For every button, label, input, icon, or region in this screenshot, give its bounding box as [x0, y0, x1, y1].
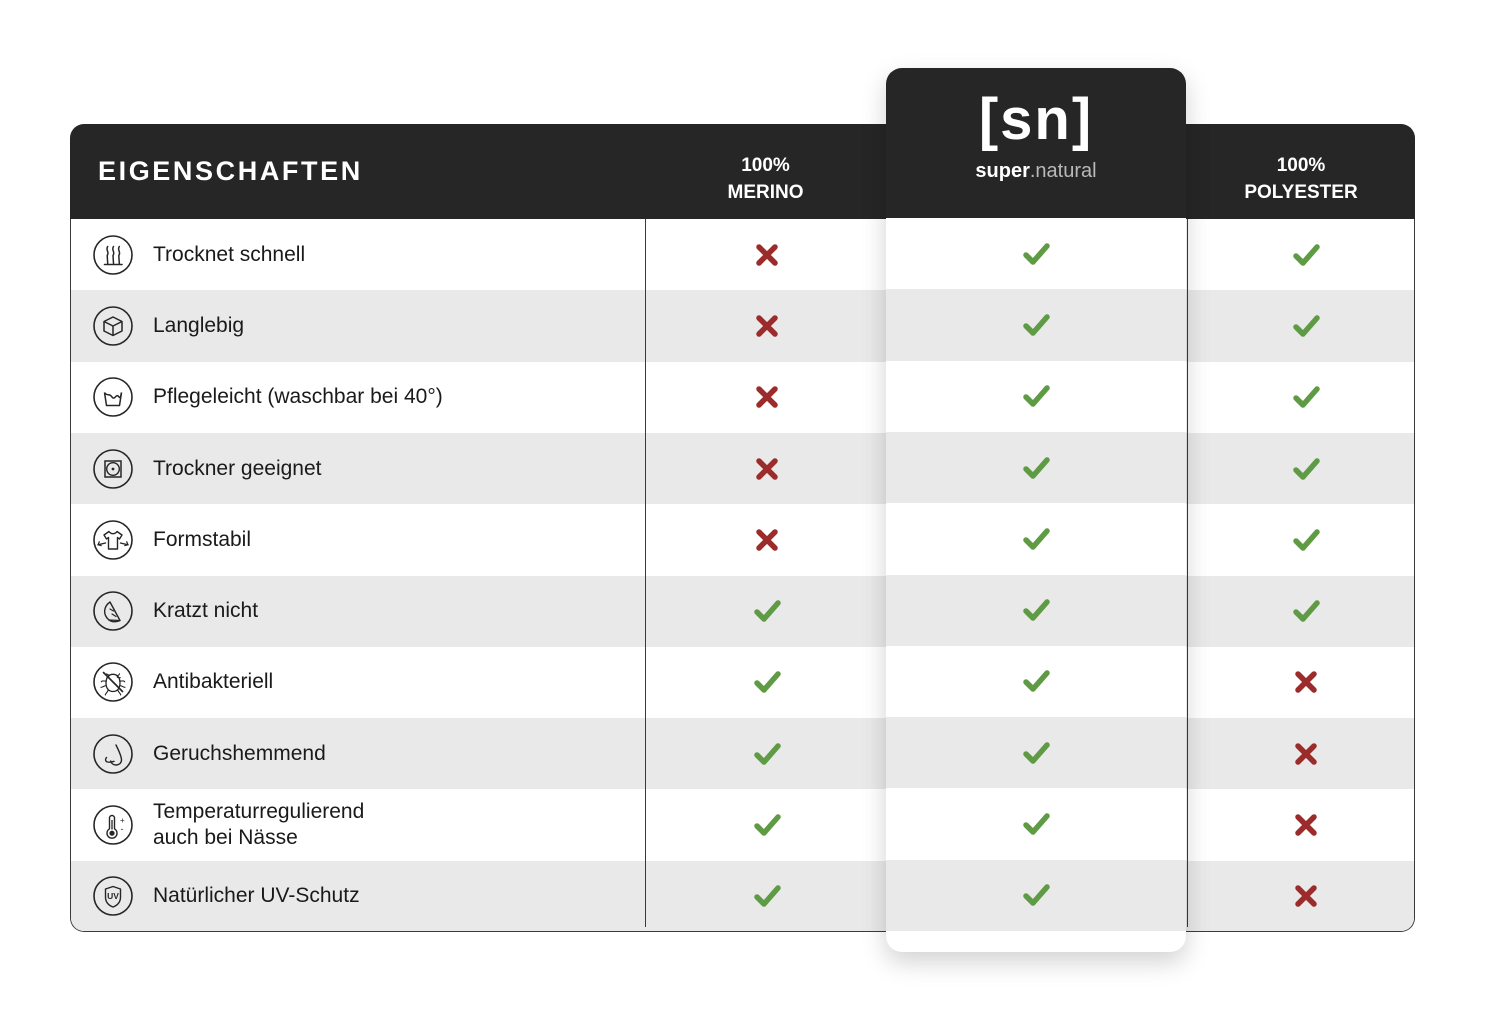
svg-text:UV: UV [107, 891, 119, 901]
svg-text:-: - [121, 824, 124, 834]
